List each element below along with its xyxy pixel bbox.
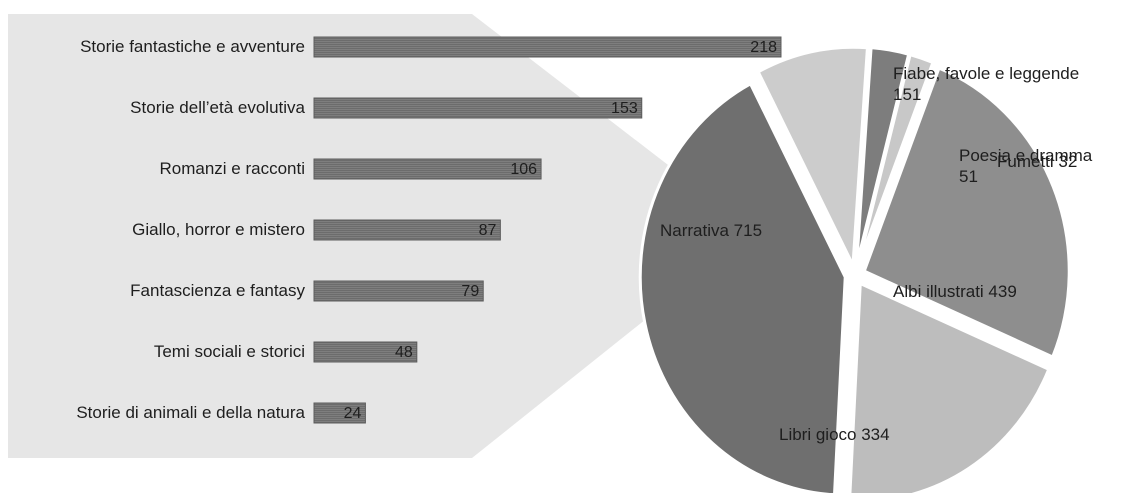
bar-category-label: Fantascienza e fantasy	[130, 281, 305, 300]
bar-value-label: 24	[344, 405, 362, 422]
bar-category-label: Storie fantastiche e avventure	[80, 37, 305, 56]
pie-slice	[756, 45, 870, 271]
bar-category-label: Giallo, horror e mistero	[132, 220, 305, 239]
bar-category-label: Temi sociali e storici	[154, 342, 305, 361]
pie-slice-label: Fiabe, favole e leggende 151	[893, 64, 1079, 104]
bar	[313, 341, 418, 363]
bar-category-label: Romanzi e racconti	[159, 159, 305, 178]
bar-category-label: Storie di animali e della natura	[76, 403, 305, 422]
bar	[313, 402, 366, 424]
pie-slice-label: Fumetti 32	[997, 152, 1077, 171]
bar-value-label: 153	[611, 100, 638, 117]
bar-chart: Storie fantastiche e avventure 218 Storie …	[76, 36, 782, 424]
bar-value-label: 218	[750, 39, 777, 56]
bar	[313, 97, 643, 119]
bar	[313, 36, 782, 58]
pie-slice-label: Albi illustrati 439	[893, 282, 1017, 301]
pie-slice-label: Poesia e dramma 51	[959, 146, 1093, 186]
bar-value-label: 106	[510, 161, 537, 178]
pie-slice-label: Narrativa 715	[660, 221, 762, 240]
bar-value-label: 79	[461, 283, 479, 300]
pie-slice	[638, 81, 847, 497]
bar-category-label: Storie dell’età evolutiva	[130, 98, 305, 117]
pie-slice	[855, 46, 911, 266]
bar	[313, 219, 501, 241]
bar	[313, 158, 542, 180]
pie-slice	[848, 281, 1051, 498]
bar-value-label: 87	[479, 222, 497, 239]
pie-slice	[856, 52, 935, 267]
pie-slice-label: Libri gioco 334	[779, 425, 890, 444]
pie-chart	[638, 45, 1071, 498]
bar	[313, 280, 484, 302]
pie-labels: Narrativa 715 Fiabe, favole e leggende 151…	[660, 64, 1093, 444]
bar-value-label: 48	[395, 344, 413, 361]
pie-slice	[862, 66, 1071, 359]
